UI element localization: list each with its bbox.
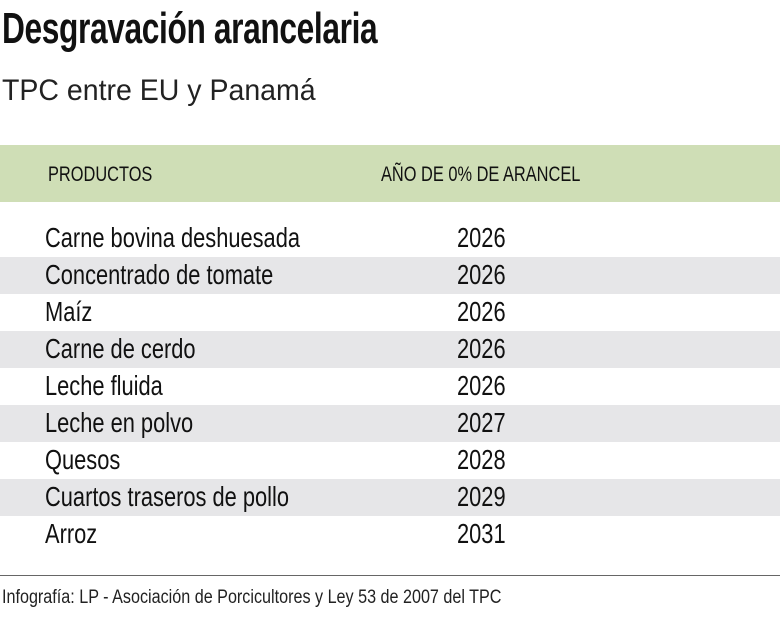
table-row: Arroz 2031 — [0, 516, 780, 553]
year-cell: 2028 — [457, 444, 506, 475]
divider — [0, 575, 780, 576]
year-cell: 2026 — [457, 370, 506, 401]
subtitle-text: TPC entre EU y Panamá — [2, 74, 316, 107]
product-cell: Leche fluida — [45, 370, 163, 401]
table-body: Carne bovina deshuesada 2026 Concentrado d… — [0, 220, 780, 553]
table-row: Carne bovina deshuesada 2026 — [0, 220, 780, 257]
page-title: Desgravación arancelaria — [2, 4, 523, 54]
column-header-year: AÑO DE 0% DE ARANCEL — [381, 163, 581, 186]
table-row: Leche fluida 2026 — [0, 368, 780, 405]
title-text: Desgravación arancelaria — [2, 4, 378, 53]
year-cell: 2026 — [457, 259, 506, 290]
column-header-productos: PRODUCTOS — [48, 163, 153, 186]
subtitle: TPC entre EU y Panamá — [2, 74, 332, 108]
year-cell: 2031 — [457, 518, 506, 549]
year-cell: 2027 — [457, 407, 506, 438]
product-cell: Maíz — [45, 296, 93, 327]
product-cell: Leche en polvo — [45, 407, 194, 438]
product-cell: Quesos — [45, 444, 121, 475]
table-row: Leche en polvo 2027 — [0, 405, 780, 442]
year-cell: 2026 — [457, 222, 506, 253]
table-row: Quesos 2028 — [0, 442, 780, 479]
source-text: Infografía: LP - Asociación de Porcicult… — [2, 587, 502, 608]
table-row: Concentrado de tomate 2026 — [0, 257, 780, 294]
year-cell: 2029 — [457, 481, 506, 512]
year-cell: 2026 — [457, 296, 506, 327]
table-row: Maíz 2026 — [0, 294, 780, 331]
product-cell: Arroz — [45, 518, 98, 549]
source-note: Infografía: LP - Asociación de Porcicult… — [2, 587, 590, 609]
product-cell: Cuartos traseros de pollo — [45, 481, 290, 512]
product-cell: Concentrado de tomate — [45, 259, 274, 290]
product-cell: Carne bovina deshuesada — [45, 222, 300, 253]
table-row: Cuartos traseros de pollo 2029 — [0, 479, 780, 516]
table-row: Carne de cerdo 2026 — [0, 331, 780, 368]
table-header: PRODUCTOS AÑO DE 0% DE ARANCEL — [0, 145, 780, 202]
year-cell: 2026 — [457, 333, 506, 364]
product-cell: Carne de cerdo — [45, 333, 196, 364]
